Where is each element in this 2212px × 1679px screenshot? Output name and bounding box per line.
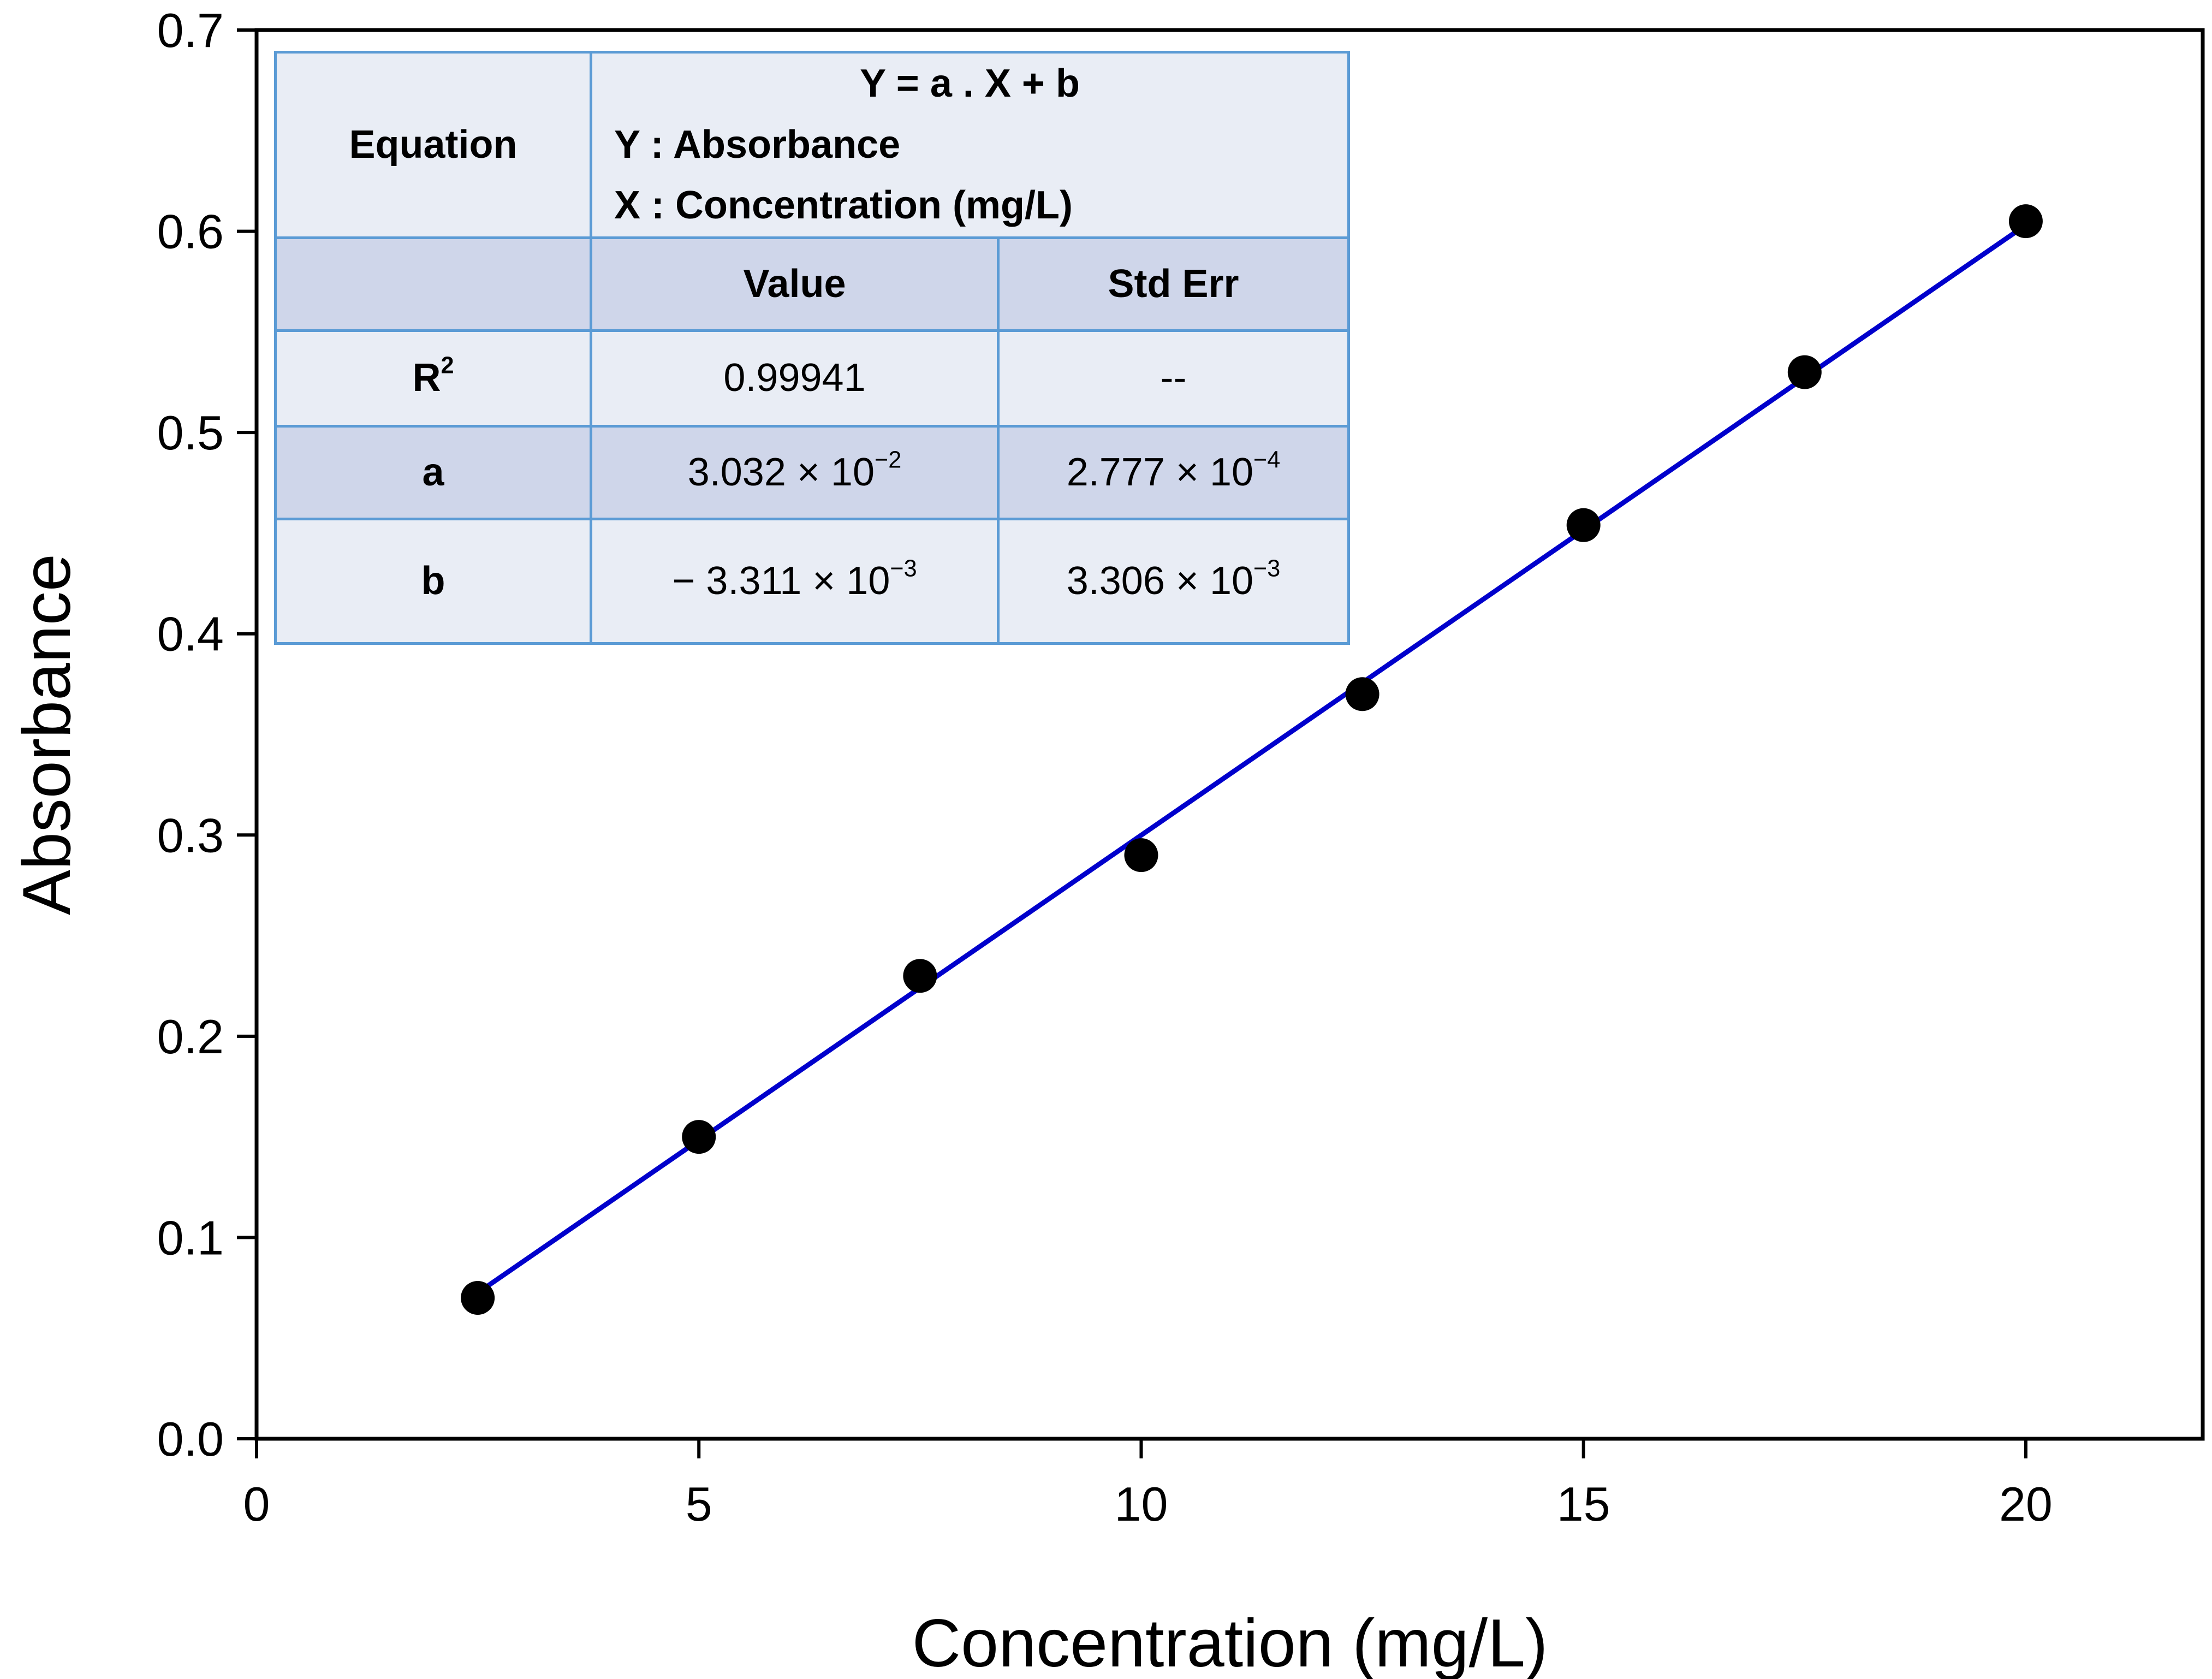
std-err-text: 2.777 × 10	[1066, 450, 1254, 494]
equation-line: Y = a . X + b	[860, 62, 1080, 106]
param-cell: b	[274, 518, 592, 645]
x-tick-label: 15	[1557, 1477, 1610, 1531]
param-label: b	[421, 559, 445, 603]
y-tick-label: 0.6	[157, 205, 224, 259]
equation-row: Equation Y = a . X + b Y : Absorbance X …	[274, 51, 1351, 239]
x-axis-ticks: 0 5 10 15 20	[243, 1439, 2053, 1531]
y-tick-label: 0.0	[157, 1412, 224, 1466]
data-point	[1787, 355, 1822, 389]
y-tick-label: 0.7	[157, 3, 224, 57]
data-point	[1566, 508, 1601, 542]
value-cell: 3.032 × 10−2	[590, 425, 1000, 520]
data-point	[682, 1120, 716, 1154]
y-axis-title: Absorbance	[9, 554, 85, 915]
std-err-text: --	[1160, 356, 1187, 400]
x-tick-label: 20	[1999, 1477, 2053, 1531]
x-tick-label: 5	[686, 1477, 712, 1531]
std-err-text: 3.306 × 10	[1066, 559, 1254, 603]
y-axis-ticks: 0.0 0.1 0.2 0.3 0.4 0.5 0.6 0.7	[157, 3, 257, 1466]
std-err-cell: --	[996, 329, 1351, 428]
table-row: a 3.032 × 10−2 2.777 × 10−4	[274, 425, 1351, 520]
y-tick-label: 0.5	[157, 406, 224, 460]
data-points	[461, 204, 2043, 1315]
equation-y-definition: Y : Absorbance	[614, 122, 901, 167]
value-cell: 0.99941	[590, 329, 1000, 428]
y-tick-label: 0.1	[157, 1211, 224, 1265]
table-row: R2 0.99941 --	[274, 329, 1351, 428]
value-exponent: −2	[875, 447, 902, 473]
value-text: 0.99941	[723, 356, 866, 400]
equation-cell: Y = a . X + b Y : Absorbance X : Concent…	[589, 51, 1351, 239]
std-err-header: Std Err	[996, 236, 1351, 332]
param-cell: a	[274, 425, 592, 520]
param-cell: R2	[274, 329, 592, 428]
y-tick-label: 0.4	[157, 607, 224, 661]
x-tick-label: 10	[1115, 1477, 1168, 1531]
table-header-row: Value Std Err	[274, 236, 1351, 332]
y-tick-label: 0.2	[157, 1010, 224, 1064]
table-row: b − 3.311 × 10−3 3.306 × 10−3	[274, 518, 1351, 645]
y-tick-label: 0.3	[157, 808, 224, 862]
std-err-exponent: −4	[1253, 447, 1281, 473]
data-point	[2008, 204, 2043, 239]
value-text: − 3.311 × 10	[672, 559, 890, 603]
param-superscript: 2	[441, 352, 454, 379]
value-text: 3.032 × 10	[687, 450, 875, 494]
x-tick-label: 0	[243, 1477, 270, 1531]
data-point	[903, 959, 937, 993]
fit-line-series	[475, 222, 2029, 1296]
fit-line	[475, 222, 2029, 1296]
equation-x-definition: X : Concentration (mg/L)	[614, 183, 1073, 228]
data-point	[1345, 677, 1379, 711]
param-label: R	[412, 356, 441, 400]
equation-label: Equation	[274, 51, 592, 239]
std-err-cell: 3.306 × 10−3	[996, 518, 1351, 645]
data-point	[461, 1281, 495, 1315]
header-blank-cell	[274, 236, 592, 332]
param-label: a	[422, 450, 444, 494]
value-header: Value	[590, 236, 1000, 332]
x-axis-title: Concentration (mg/L)	[912, 1606, 1548, 1679]
std-err-exponent: −3	[1253, 555, 1281, 582]
value-exponent: −3	[890, 555, 917, 582]
plot-frame	[254, 28, 2205, 1441]
std-err-cell: 2.777 × 10−4	[996, 425, 1351, 520]
data-point	[1124, 838, 1158, 873]
regression-table: Equation Y = a . X + b Y : Absorbance X …	[274, 51, 1351, 645]
plot-border	[254, 28, 2205, 1441]
value-cell: − 3.311 × 10−3	[590, 518, 1000, 645]
